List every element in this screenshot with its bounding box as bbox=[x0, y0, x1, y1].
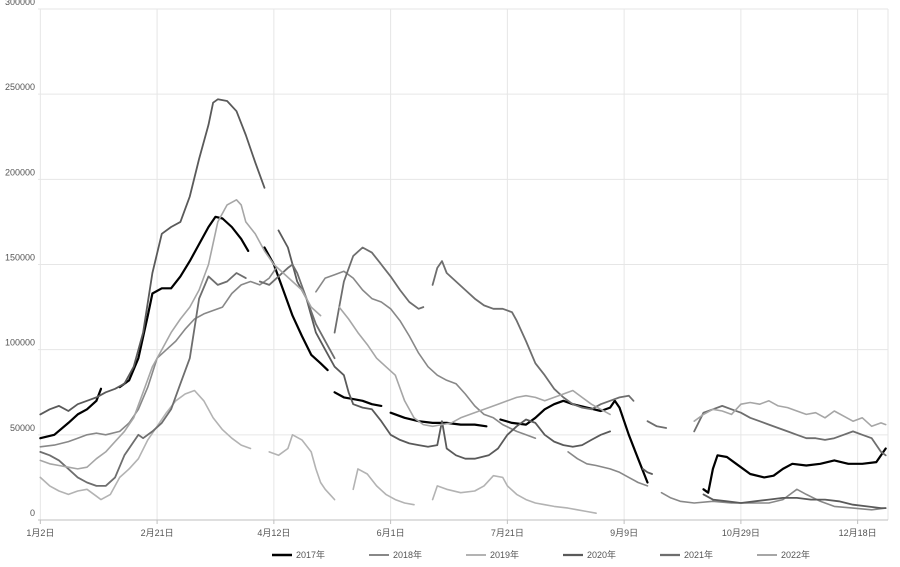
series-line-segment bbox=[660, 488, 887, 511]
legend-item: 2021年 bbox=[660, 549, 713, 560]
x-tick-label: 1月2日 bbox=[26, 528, 54, 538]
series-line-segment bbox=[39, 267, 278, 448]
series-line-segment bbox=[431, 260, 635, 411]
x-tick-label: 7月21日 bbox=[491, 528, 524, 538]
y-tick-label: 200000 bbox=[5, 167, 35, 177]
series-line-segment bbox=[39, 199, 322, 470]
y-tick-label: 150000 bbox=[5, 253, 35, 263]
x-tick-label: 6月1日 bbox=[377, 528, 405, 538]
series-6 bbox=[39, 199, 887, 470]
series-line-segment bbox=[641, 467, 653, 475]
series-3 bbox=[39, 389, 597, 515]
x-tick-label: 2月21日 bbox=[141, 528, 174, 538]
series-line-segment bbox=[258, 263, 336, 360]
series-line-segment bbox=[499, 399, 649, 484]
y-tick-label: 100000 bbox=[5, 338, 35, 348]
legend-item: 2022年 bbox=[757, 549, 810, 560]
series-lines bbox=[39, 98, 887, 515]
legend-label: 2020年 bbox=[587, 549, 616, 560]
series-line-segment bbox=[389, 411, 488, 428]
y-tick-label: 0 bbox=[30, 508, 35, 518]
x-tick-label: 10月29日 bbox=[722, 528, 760, 538]
series-line-segment bbox=[352, 468, 415, 506]
gridlines bbox=[38, 8, 889, 524]
series-line-segment bbox=[702, 493, 887, 510]
legend-label: 2017年 bbox=[296, 549, 325, 560]
series-line-segment bbox=[268, 433, 336, 501]
legend-item: 2017年 bbox=[272, 549, 325, 560]
y-tick-label: 50000 bbox=[10, 423, 35, 433]
legend: 2017年 2018年 2019年 2020年 2021年 2022年 bbox=[272, 549, 810, 560]
series-line-segment bbox=[315, 270, 537, 440]
series-line-segment bbox=[431, 474, 597, 515]
series-line-segment bbox=[693, 404, 887, 457]
series-line-segment bbox=[39, 389, 252, 501]
y-axis-tick-labels: 0 50000 100000 150000 200000 250000 300000 bbox=[5, 0, 35, 518]
legend-item: 2018年 bbox=[369, 549, 422, 560]
series-line-segment bbox=[693, 399, 887, 428]
series-line-segment bbox=[333, 246, 425, 334]
series-5 bbox=[39, 246, 887, 487]
legend-label: 2021年 bbox=[684, 549, 713, 560]
series-4 bbox=[39, 98, 887, 510]
legend-item: 2019年 bbox=[466, 549, 519, 560]
legend-label: 2019年 bbox=[490, 549, 519, 560]
series-line-segment bbox=[567, 451, 649, 487]
series-line-segment bbox=[277, 229, 611, 460]
x-tick-label: 9月9日 bbox=[610, 528, 638, 538]
series-2 bbox=[39, 267, 887, 511]
x-axis-tick-labels: 1月2日 2月21日 4月12日 6月1日 7月21日 9月9日 10月29日 12月18日 bbox=[26, 528, 876, 538]
series-line-segment bbox=[702, 447, 887, 494]
series-line-segment bbox=[39, 387, 103, 440]
series-line-segment bbox=[646, 420, 668, 429]
series-line-segment bbox=[39, 98, 266, 416]
series-line-segment bbox=[118, 215, 250, 389]
y-tick-label: 250000 bbox=[5, 82, 35, 92]
series-line-segment bbox=[39, 272, 247, 487]
series-1 bbox=[39, 215, 887, 494]
y-tick-label: 300000 bbox=[5, 0, 35, 7]
series-line-segment bbox=[333, 391, 383, 407]
x-tick-label: 4月12日 bbox=[257, 528, 290, 538]
legend-label: 2022年 bbox=[781, 549, 810, 560]
legend-label: 2018年 bbox=[393, 549, 422, 560]
legend-item: 2020年 bbox=[563, 549, 616, 560]
series-line-segment bbox=[338, 306, 611, 428]
x-tick-label: 12月18日 bbox=[839, 528, 877, 538]
